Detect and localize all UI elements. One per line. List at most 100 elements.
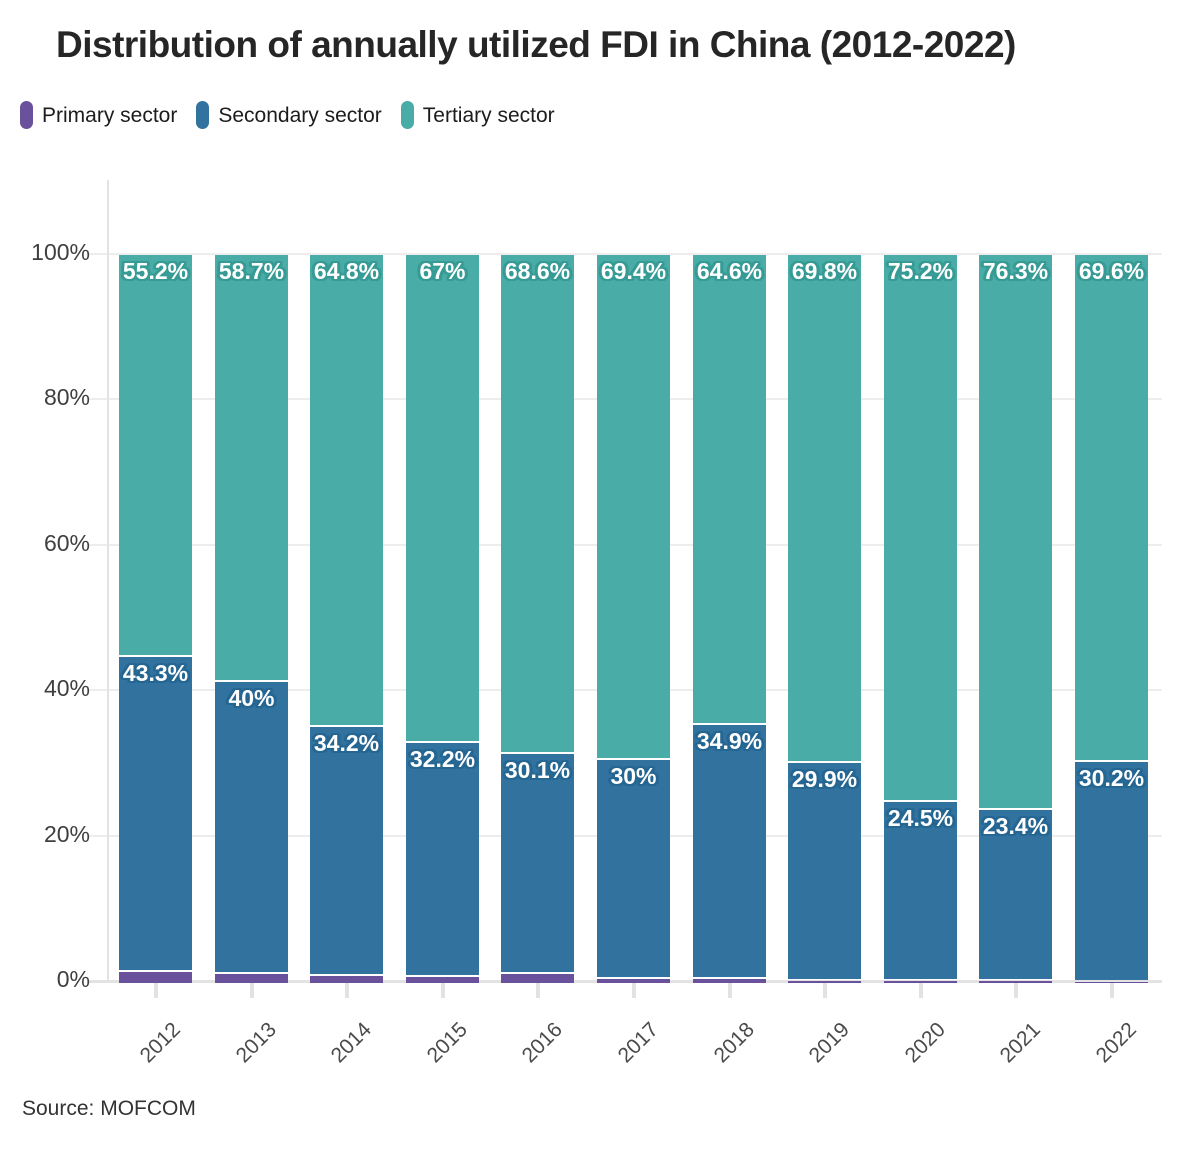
bar-segment-secondary: 40% xyxy=(215,682,288,972)
bar-segment-primary xyxy=(788,981,861,983)
bar-segment-label: 40% xyxy=(228,685,275,711)
x-axis-label: 2022 xyxy=(1091,1018,1142,1068)
bar-segment-label: 58.7% xyxy=(218,258,285,284)
x-axis-label: 2012 xyxy=(135,1018,186,1068)
y-axis-label: 60% xyxy=(43,530,90,556)
bar-segment-label: 64.8% xyxy=(313,258,380,284)
legend-item: Secondary sector xyxy=(196,101,382,129)
x-axis-tick xyxy=(823,983,827,998)
x-axis-tick xyxy=(250,983,254,998)
x-axis-tick xyxy=(154,983,158,998)
bar-segment-secondary: 24.5% xyxy=(884,802,957,979)
bar-segment-tertiary: 69.4% xyxy=(597,255,670,758)
bar-segment-label: 64.6% xyxy=(696,258,763,284)
chart-title: Distribution of annually utilized FDI in… xyxy=(56,24,1016,65)
x-axis-label: 2015 xyxy=(422,1018,473,1068)
bar-segment-primary xyxy=(406,977,479,983)
x-axis-label: 2020 xyxy=(900,1018,951,1068)
bar-segment-secondary: 30% xyxy=(597,760,670,977)
bar-segment-primary xyxy=(119,972,192,983)
bar-segment-secondary: 34.9% xyxy=(693,725,766,977)
bar-segment-label: 69.8% xyxy=(791,258,858,284)
bar-segment-primary xyxy=(884,981,957,983)
bar-segment-secondary: 30.2% xyxy=(1075,762,1148,980)
bar-segment-tertiary: 76.3% xyxy=(979,255,1052,808)
x-axis-label: 2021 xyxy=(995,1018,1046,1068)
bar-segment-primary xyxy=(215,974,288,983)
y-axis-label: 80% xyxy=(43,384,90,410)
bar-segment-label: 30.1% xyxy=(504,757,571,783)
x-axis-tick xyxy=(632,983,636,998)
bar: 55.2% 43.3% xyxy=(119,255,192,983)
bar-segment-primary xyxy=(501,974,574,983)
bar-segment-primary xyxy=(979,981,1052,983)
bar-segment-secondary: 23.4% xyxy=(979,810,1052,979)
bar: 69.4% 30% xyxy=(597,255,670,983)
bar-segment-label: 23.4% xyxy=(982,813,1049,839)
x-axis-label: 2019 xyxy=(804,1018,855,1068)
x-axis-tick xyxy=(1014,983,1018,998)
bar-segment-primary xyxy=(1075,982,1148,983)
x-axis-label: 2014 xyxy=(326,1018,377,1068)
bar-segment-tertiary: 68.6% xyxy=(501,255,574,752)
bar-segment-label: 55.2% xyxy=(122,258,189,284)
bar-segment-primary xyxy=(310,976,383,983)
bar-segment-tertiary: 69.6% xyxy=(1075,255,1148,760)
y-axis-label: 100% xyxy=(31,239,90,265)
bar-segment-tertiary: 58.7% xyxy=(215,255,288,680)
source-text: Source: MOFCOM xyxy=(22,1097,196,1120)
bar: 64.8% 34.2% xyxy=(310,255,383,983)
bar-segment-label: 69.4% xyxy=(600,258,667,284)
legend-label: Tertiary sector xyxy=(422,103,555,127)
bar-segment-tertiary: 67% xyxy=(406,255,479,741)
bar-segment-tertiary: 75.2% xyxy=(884,255,957,800)
x-axis-tick xyxy=(728,983,732,998)
source-note: Source: MOFCOM xyxy=(22,1097,196,1121)
legend-swatch xyxy=(400,101,414,129)
bar-segment-label: 67% xyxy=(419,258,466,284)
y-axis-label: 20% xyxy=(43,821,90,847)
bar-segment-label: 76.3% xyxy=(982,258,1049,284)
legend-swatch xyxy=(20,101,33,129)
bar: 68.6% 30.1% xyxy=(501,255,574,983)
bar-segment-secondary: 34.2% xyxy=(310,727,383,974)
x-axis-label: 2017 xyxy=(613,1018,664,1068)
bar: 69.8% 29.9% xyxy=(788,255,861,983)
bar-segment-label: 30.2% xyxy=(1078,765,1145,791)
x-axis-tick xyxy=(1110,983,1114,998)
bar-segment-label: 69.6% xyxy=(1078,258,1145,284)
x-axis-label: 2018 xyxy=(709,1018,760,1068)
bar-segment-label: 68.6% xyxy=(504,258,571,284)
bar-segment-secondary: 30.1% xyxy=(501,754,574,972)
legend-swatch xyxy=(196,101,210,129)
gridline xyxy=(88,253,1162,255)
x-axis-tick xyxy=(441,983,445,998)
bar-segment-label: 24.5% xyxy=(887,805,954,831)
x-axis-label: 2013 xyxy=(231,1018,282,1068)
x-axis-tick xyxy=(345,983,349,998)
bar-segment-label: 34.2% xyxy=(313,730,380,756)
bar-segment-tertiary: 69.8% xyxy=(788,255,861,761)
bar-segment-tertiary: 64.6% xyxy=(693,255,766,723)
bar-segment-primary xyxy=(597,979,670,983)
bar: 76.3% 23.4% xyxy=(979,255,1052,983)
bar: 67% 32.2% xyxy=(406,255,479,983)
y-axis-line xyxy=(107,180,109,981)
legend: Primary sector Secondary sector Tertiary s… xyxy=(20,101,555,129)
bar-segment-primary xyxy=(693,979,766,983)
y-axis-label: 40% xyxy=(43,675,90,701)
bar-segment-secondary: 32.2% xyxy=(406,743,479,975)
legend-item: Primary sector xyxy=(20,101,177,129)
x-axis-tick xyxy=(536,983,540,998)
bar: 64.6% 34.9% xyxy=(693,255,766,983)
bar: 75.2% 24.5% xyxy=(884,255,957,983)
bar-segment-label: 43.3% xyxy=(122,660,189,686)
bar-segment-label: 30% xyxy=(610,763,657,789)
bar-segment-secondary: 43.3% xyxy=(119,657,192,970)
legend-item: Tertiary sector xyxy=(400,101,555,129)
legend-label: Primary sector xyxy=(42,103,178,127)
bar-segment-tertiary: 55.2% xyxy=(119,255,192,655)
bar-segment-label: 75.2% xyxy=(887,258,954,284)
y-axis-label: 0% xyxy=(56,966,90,992)
